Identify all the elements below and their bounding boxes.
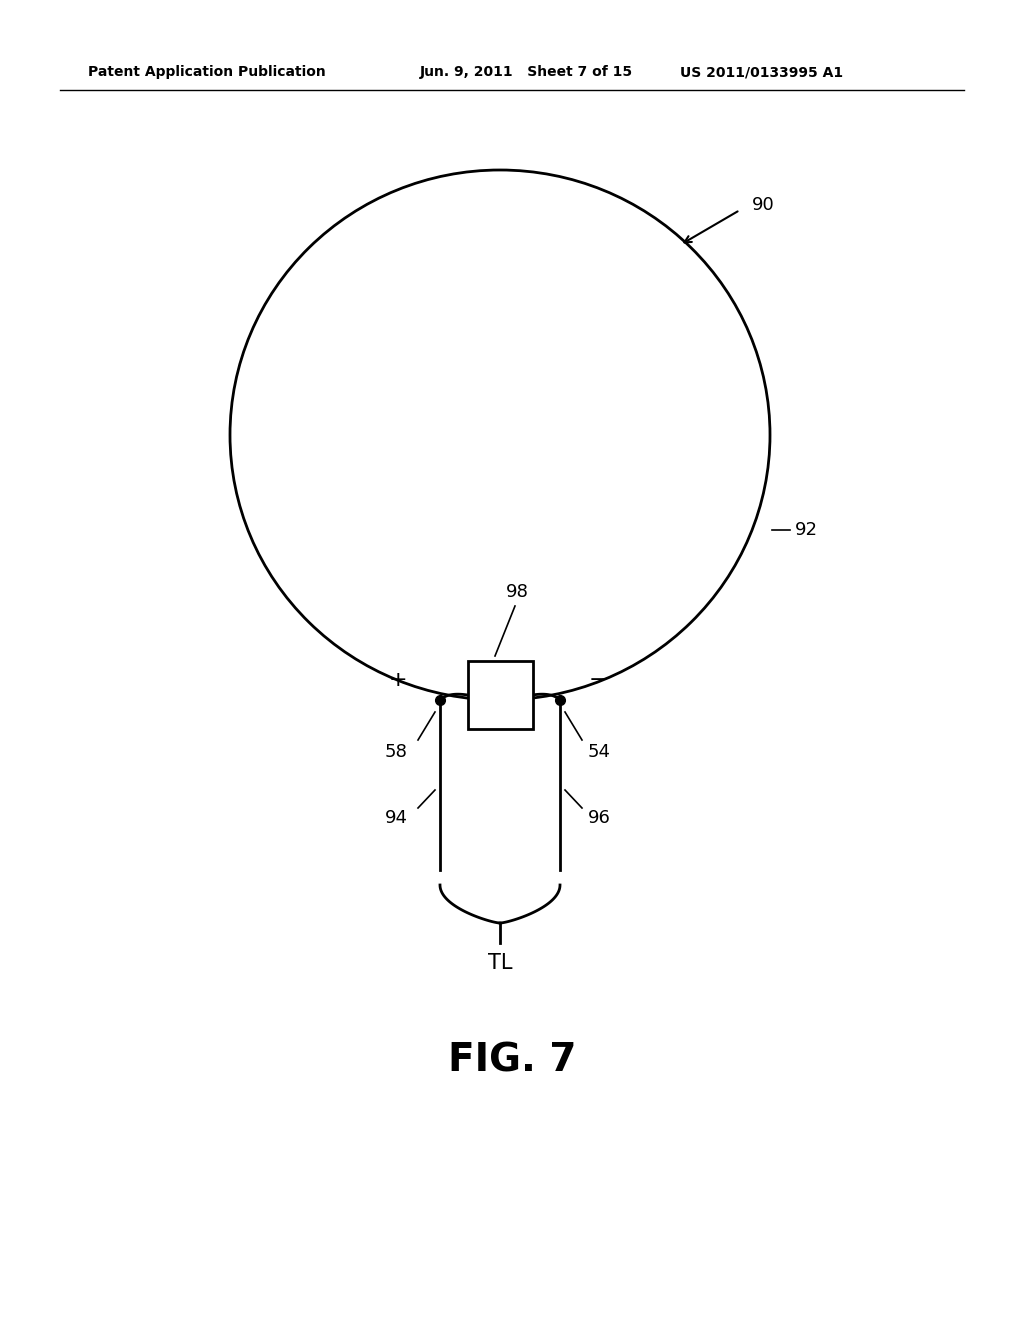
Bar	[468, 661, 532, 729]
Text: 54: 54	[588, 743, 611, 762]
Text: US 2011/0133995 A1: US 2011/0133995 A1	[680, 65, 843, 79]
Text: 96: 96	[588, 809, 611, 828]
Text: 94: 94	[385, 809, 408, 828]
Text: 90: 90	[752, 195, 775, 214]
Text: +: +	[389, 671, 408, 690]
Text: Jun. 9, 2011   Sheet 7 of 15: Jun. 9, 2011 Sheet 7 of 15	[420, 65, 633, 79]
Text: TL: TL	[487, 953, 512, 973]
Text: 92: 92	[795, 521, 818, 539]
Text: Patent Application Publication: Patent Application Publication	[88, 65, 326, 79]
Text: −: −	[589, 671, 607, 690]
Text: 98: 98	[506, 583, 528, 601]
Text: 58: 58	[385, 743, 408, 762]
Text: FIG. 7: FIG. 7	[447, 1041, 577, 1078]
